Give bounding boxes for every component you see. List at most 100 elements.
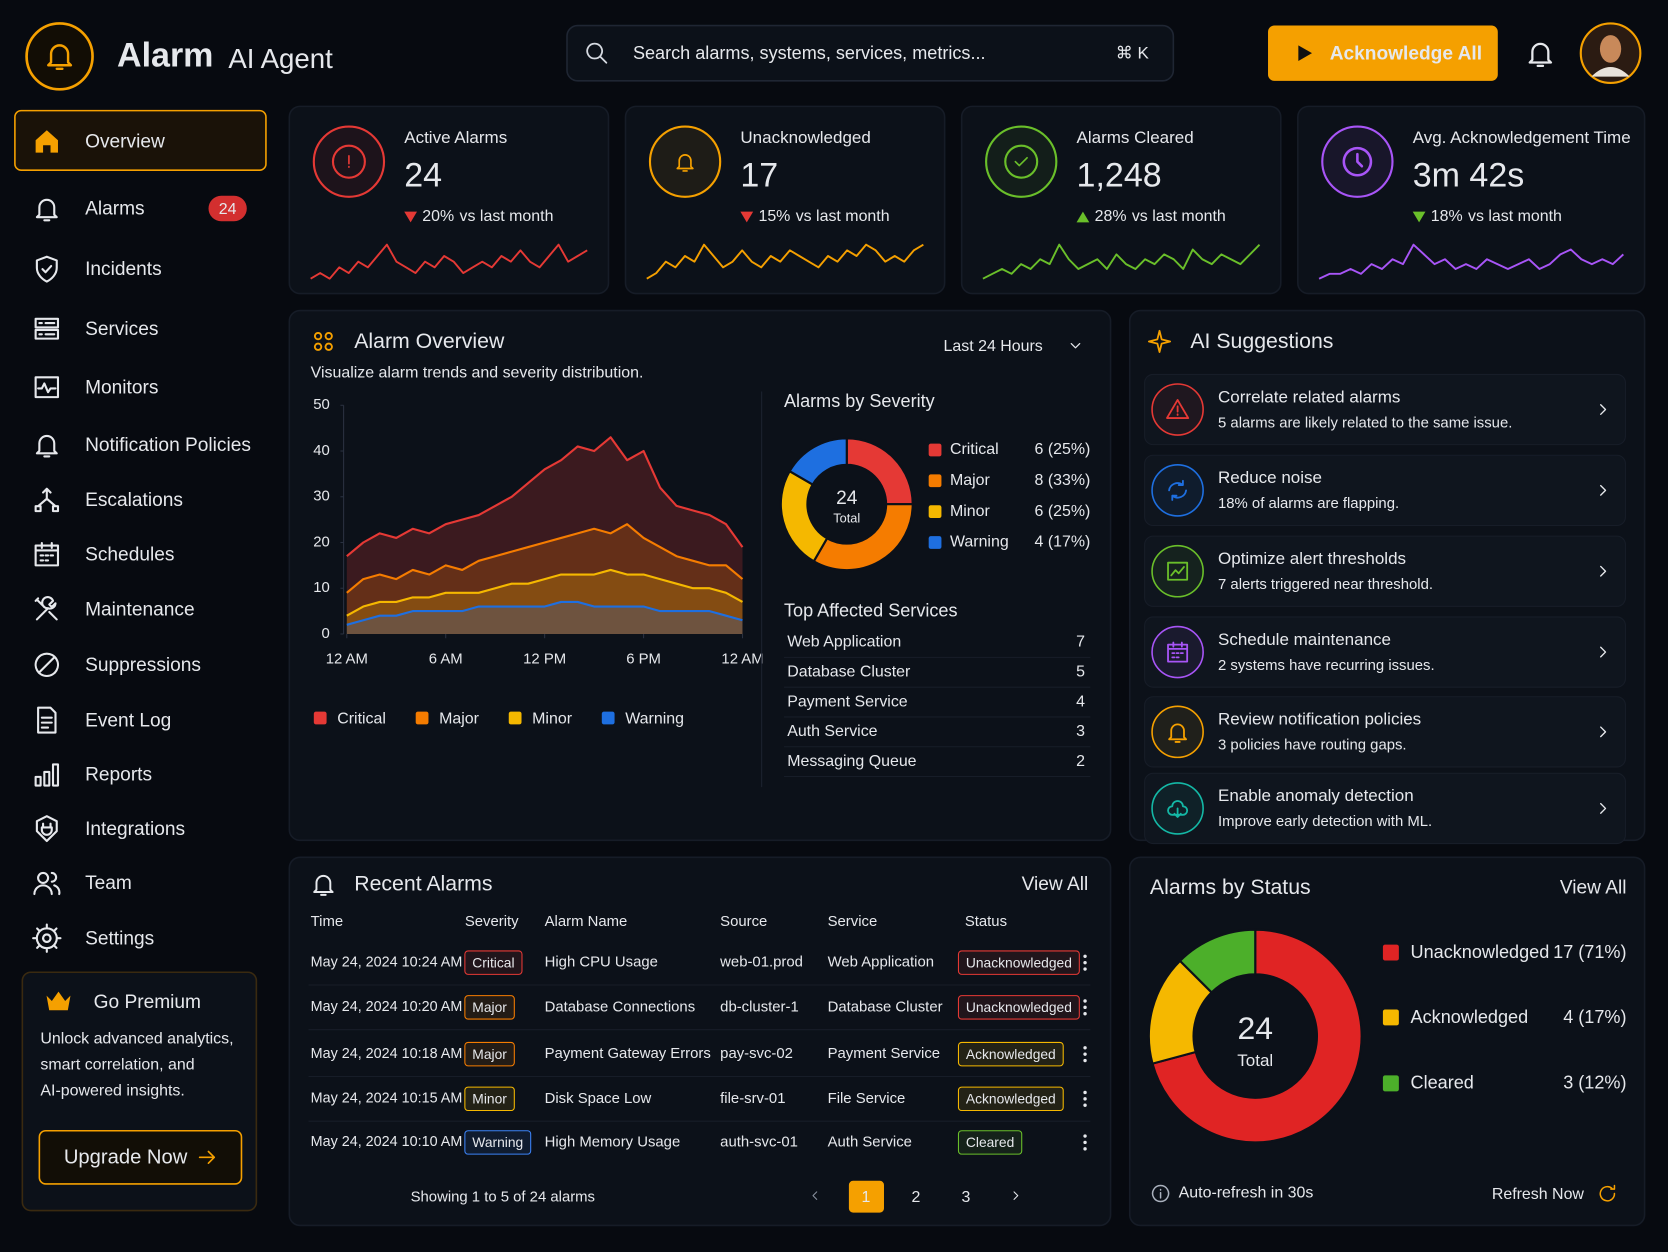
upgrade-button[interactable] bbox=[38, 1129, 243, 1185]
x-tick-label: 6 AM bbox=[429, 651, 463, 667]
pill bbox=[464, 950, 523, 975]
nav-item[interactable]: Event Log bbox=[85, 710, 171, 731]
kpi-change: 28% bbox=[1095, 208, 1127, 225]
brand-sub: AI Agent bbox=[228, 43, 333, 74]
nav-item[interactable]: Reports bbox=[85, 765, 152, 786]
nav-item[interactable]: Settings bbox=[85, 928, 154, 949]
suggestion-card[interactable] bbox=[1144, 454, 1626, 527]
nav-active[interactable] bbox=[14, 109, 267, 171]
recent-alarms-panel bbox=[288, 856, 1112, 1227]
nav-item[interactable]: Overview bbox=[85, 132, 165, 153]
refresh-link[interactable]: Refresh Now bbox=[1492, 1186, 1585, 1203]
icon bbox=[314, 332, 333, 351]
upgrade-label[interactable]: Upgrade Now bbox=[64, 1147, 188, 1169]
range-select[interactable]: Last 24 Hours bbox=[944, 338, 1043, 355]
icon bbox=[35, 815, 58, 843]
legend-value: 8 (33%) bbox=[1035, 472, 1091, 489]
legend-swatch bbox=[415, 711, 429, 725]
legend-swatch bbox=[508, 711, 522, 725]
pill-text: Unacknowledged bbox=[966, 999, 1072, 1015]
pill-text: Cleared bbox=[966, 1134, 1014, 1150]
suggestion-card[interactable] bbox=[1144, 772, 1626, 845]
cell-service: Database Cluster bbox=[828, 999, 943, 1015]
page-number[interactable]: 1 bbox=[861, 1189, 870, 1206]
acknowledge-all-label[interactable]: Acknowledge All bbox=[1330, 43, 1482, 64]
cell-name: High Memory Usage bbox=[545, 1134, 681, 1150]
icon bbox=[1528, 42, 1553, 67]
panel-subtitle: Visualize alarm trends and severity dist… bbox=[311, 365, 644, 382]
pill-text: Unacknowledged bbox=[966, 954, 1072, 970]
nav-item[interactable]: Suppressions bbox=[85, 655, 201, 676]
donut-center-label: Total bbox=[833, 510, 860, 525]
legend-label: Minor bbox=[532, 710, 573, 727]
service-count: 7 bbox=[1076, 634, 1085, 651]
legend-label: Major bbox=[439, 710, 480, 727]
column-header: Alarm Name bbox=[545, 914, 628, 930]
cell-source: db-cluster-1 bbox=[720, 999, 799, 1015]
line bbox=[346, 523, 744, 594]
alarm-overview-panel bbox=[288, 309, 1112, 842]
x-tick-label: 12 AM bbox=[721, 651, 763, 667]
y-tick-label: 10 bbox=[313, 580, 330, 596]
row-menu-dot bbox=[1083, 960, 1087, 965]
cell-time: May 24, 2024 10:15 AM bbox=[311, 1091, 463, 1107]
icon bbox=[34, 763, 60, 787]
section-title: Top Affected Services bbox=[784, 600, 958, 620]
legend-value: 6 (25%) bbox=[1035, 441, 1091, 458]
service-count: 4 bbox=[1076, 693, 1085, 710]
alarms-by-status-panel bbox=[1128, 856, 1646, 1227]
nav-item[interactable]: Alarms bbox=[85, 199, 145, 220]
icon bbox=[1168, 479, 1188, 501]
icon bbox=[1600, 646, 1607, 658]
nav-item[interactable]: Monitors bbox=[85, 377, 158, 398]
view-all-link[interactable]: View All bbox=[1022, 874, 1089, 895]
trend-arrow bbox=[1412, 211, 1426, 223]
column-header: Status bbox=[965, 914, 1007, 930]
view-all-link[interactable]: View All bbox=[1560, 877, 1627, 898]
suggestion-card[interactable] bbox=[1144, 696, 1626, 768]
suggestion-title: Review notification policies bbox=[1218, 710, 1421, 729]
page-active[interactable] bbox=[848, 1180, 884, 1213]
suggestion-card[interactable] bbox=[1144, 616, 1626, 688]
pill-text: Warning bbox=[472, 1134, 523, 1150]
suggestion-card[interactable] bbox=[1144, 373, 1626, 446]
kpi-icon-ring bbox=[648, 125, 722, 198]
cell-service: File Service bbox=[828, 1091, 906, 1107]
x-tick-label: 12 PM bbox=[523, 651, 566, 667]
page-number[interactable]: 2 bbox=[911, 1189, 920, 1206]
nav-item[interactable]: Team bbox=[85, 873, 132, 894]
nav-item[interactable]: Incidents bbox=[85, 259, 162, 280]
nav-item[interactable]: Escalations bbox=[85, 490, 183, 511]
icon bbox=[1599, 1184, 1616, 1202]
kpi-change-note: vs last month bbox=[460, 208, 554, 225]
search-box[interactable] bbox=[566, 24, 1175, 82]
icon bbox=[1298, 45, 1312, 61]
search-placeholder: Search alarms, systems, services, metric… bbox=[633, 43, 986, 63]
area bbox=[346, 569, 743, 634]
sparkline bbox=[646, 243, 924, 280]
chart-title: Alarms by Severity bbox=[784, 391, 935, 411]
table-footer: Showing 1 to 5 of 24 alarms bbox=[411, 1190, 595, 1206]
icon bbox=[35, 255, 58, 283]
row-menu-dot bbox=[1083, 1140, 1087, 1145]
y-tick-label: 30 bbox=[313, 489, 330, 505]
y-tick-label: 20 bbox=[313, 534, 330, 550]
nav-item[interactable]: Services bbox=[85, 319, 158, 340]
column-header: Service bbox=[828, 914, 878, 930]
row-menu-dot bbox=[1083, 1134, 1087, 1138]
acknowledge-all-button[interactable] bbox=[1268, 25, 1498, 81]
nav-item[interactable]: Schedules bbox=[85, 544, 174, 565]
service-name: Payment Service bbox=[787, 693, 908, 710]
trend-arrow bbox=[740, 211, 754, 223]
legend-label: Critical bbox=[950, 441, 999, 458]
page-number[interactable]: 3 bbox=[961, 1189, 970, 1206]
nav-item[interactable]: Notification Policies bbox=[85, 435, 251, 456]
nav-item[interactable]: Maintenance bbox=[85, 600, 195, 621]
kpi-change: 15% bbox=[758, 208, 790, 225]
suggestion-card[interactable] bbox=[1144, 535, 1626, 607]
icon bbox=[1014, 156, 1028, 167]
nav-item[interactable]: Integrations bbox=[85, 819, 185, 840]
suggestion-title: Schedule maintenance bbox=[1218, 630, 1391, 649]
logo bbox=[25, 22, 94, 91]
